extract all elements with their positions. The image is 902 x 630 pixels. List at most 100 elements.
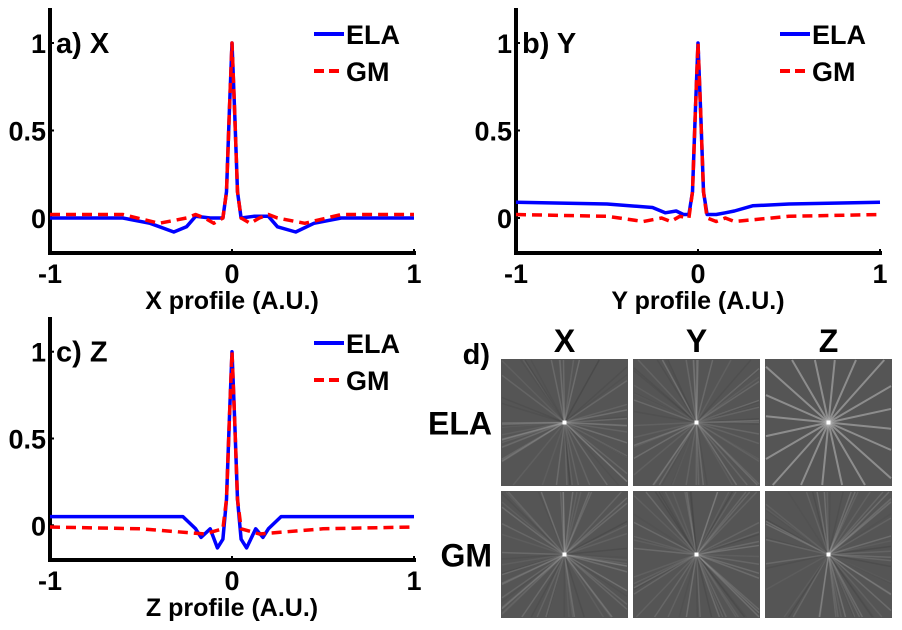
streak (695, 553, 760, 614)
streak (501, 553, 565, 575)
streak (811, 491, 830, 555)
streak (671, 422, 698, 486)
streak (564, 553, 628, 562)
streak (827, 554, 840, 618)
streak (695, 491, 730, 555)
streak (563, 554, 585, 618)
streak (828, 553, 892, 568)
streak (818, 554, 830, 618)
x-tick-label: -1 (504, 259, 528, 289)
streak (765, 503, 829, 556)
streak (827, 491, 871, 555)
streak (765, 518, 829, 556)
streak (658, 491, 698, 555)
streak (695, 554, 740, 618)
streak (695, 422, 708, 486)
streak (652, 422, 698, 486)
y-tick-label: 0.5 (474, 117, 512, 147)
streak (765, 553, 829, 565)
streak (696, 421, 760, 435)
streak (501, 421, 565, 462)
streak (633, 535, 697, 556)
streak (633, 421, 697, 448)
streak (788, 554, 830, 618)
streak (827, 554, 864, 618)
streak (664, 491, 698, 555)
streak (693, 359, 698, 423)
streak (828, 535, 892, 556)
streak (501, 553, 565, 599)
streak (696, 400, 760, 424)
x-tick-label: 1 (406, 259, 421, 289)
streak (828, 553, 892, 595)
streak (765, 415, 829, 424)
streak-artifacts (765, 359, 892, 486)
streak (695, 422, 705, 486)
streak (658, 422, 698, 486)
streak (633, 547, 697, 556)
streak (563, 422, 580, 486)
streak (696, 421, 760, 461)
streak (765, 553, 829, 591)
streak (501, 421, 565, 441)
streak (521, 554, 566, 618)
streak (696, 521, 760, 556)
streak (695, 491, 751, 555)
streak (564, 421, 628, 459)
streak (563, 421, 628, 482)
streak (563, 422, 608, 486)
streak (564, 553, 628, 567)
streak (827, 554, 837, 618)
streak (633, 421, 697, 447)
streak (828, 501, 892, 556)
streak (564, 403, 628, 424)
streak (827, 554, 873, 618)
streak (772, 421, 830, 486)
streak (827, 554, 855, 618)
streak (633, 384, 697, 424)
streak (633, 495, 698, 556)
streak (501, 533, 565, 556)
row-label-gm: GM (440, 538, 492, 574)
streak (695, 554, 727, 618)
streak (828, 421, 892, 451)
streak (501, 493, 566, 556)
streak (564, 409, 628, 424)
streak (501, 553, 565, 576)
streak (827, 491, 859, 555)
streak (695, 491, 719, 555)
streak (564, 524, 628, 556)
streak (563, 422, 572, 486)
streak (828, 553, 892, 562)
streak (633, 370, 697, 424)
streak (827, 421, 866, 486)
row-label-ela: ELA (428, 406, 492, 442)
x-tick-label: 0 (224, 259, 239, 289)
streak (783, 554, 830, 618)
streak (695, 554, 699, 618)
streak (827, 554, 839, 618)
streak (633, 367, 697, 424)
streak (637, 359, 698, 424)
chart-panel-b: 0 0.5 1 -1 0 1 Y profile (A.U.) b) Y ELA GM (474, 8, 888, 315)
streak (501, 551, 565, 556)
streak (501, 553, 565, 602)
streak (564, 553, 628, 559)
streak (530, 554, 566, 618)
streak (562, 491, 566, 555)
streak (653, 554, 698, 618)
streak (671, 422, 698, 486)
x-axis-label: Y profile (A.U.) (611, 287, 784, 315)
streak (563, 554, 576, 618)
streak (501, 421, 565, 428)
streak (765, 366, 830, 424)
streak (827, 554, 842, 618)
streak (563, 554, 570, 618)
streak (633, 521, 697, 556)
streak (827, 554, 847, 618)
streak (692, 359, 698, 423)
streak (645, 491, 698, 555)
streak (827, 554, 856, 618)
streak (828, 421, 892, 430)
